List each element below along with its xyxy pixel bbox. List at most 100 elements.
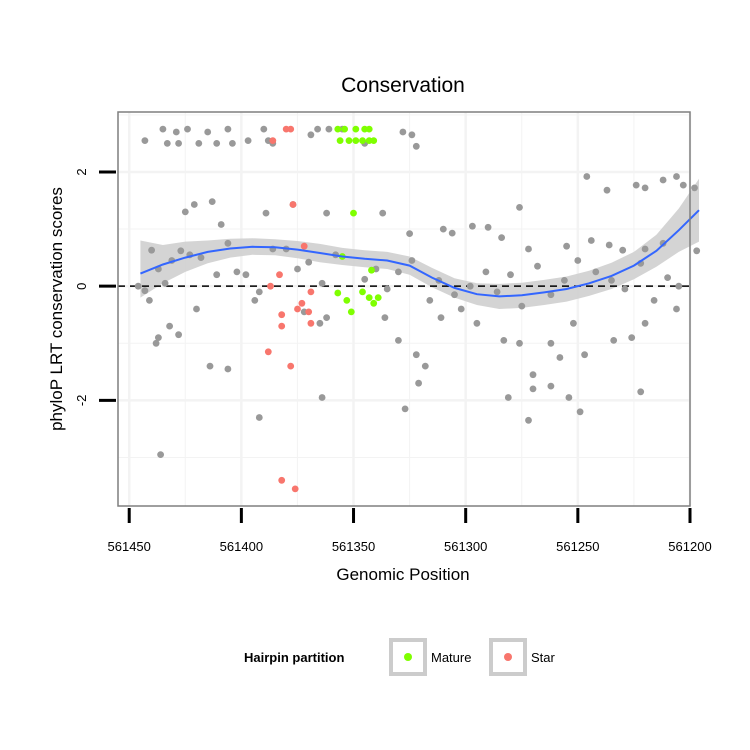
data-point-other: [565, 394, 573, 401]
data-point-other: [448, 229, 456, 237]
data-point-other: [213, 140, 221, 147]
data-point-other: [673, 305, 680, 313]
data-point-other: [361, 275, 369, 283]
data-point-other: [525, 245, 532, 253]
data-point-other: [197, 254, 205, 261]
data-point-other: [229, 140, 236, 147]
data-point-mature: [370, 137, 378, 145]
legend-marker-star: [504, 653, 512, 661]
data-point-star: [307, 319, 315, 327]
data-point-star: [287, 362, 295, 370]
data-point-other: [206, 362, 214, 370]
data-point-other: [473, 319, 481, 327]
x-tick-label: 561350: [332, 539, 375, 554]
data-point-other: [619, 246, 627, 254]
data-point-other: [451, 291, 458, 299]
legend-label-star: Star: [531, 650, 556, 665]
data-point-star: [264, 348, 272, 356]
data-point-star: [289, 201, 297, 208]
data-point-mature: [368, 266, 375, 274]
data-point-other: [484, 223, 492, 231]
data-point-other: [383, 285, 391, 293]
plot-border: [117, 111, 691, 507]
data-point-other: [587, 237, 595, 244]
data-point-other: [621, 285, 629, 293]
legend-key-box-star: [489, 638, 527, 676]
data-point-other: [641, 245, 649, 253]
y-tick-label: -2: [74, 395, 89, 407]
data-point-other: [177, 247, 185, 255]
data-point-other: [675, 282, 683, 290]
data-point-star: [307, 288, 315, 296]
data-point-other: [632, 181, 640, 189]
data-point-other: [482, 268, 490, 276]
data-point-other: [148, 246, 156, 254]
confidence-band-layer: [140, 178, 699, 309]
data-point-other: [529, 385, 537, 393]
data-point-other: [641, 184, 649, 192]
data-point-other: [242, 271, 250, 279]
data-point-star: [300, 242, 308, 250]
data-point-other: [141, 137, 149, 145]
data-point-other: [679, 181, 687, 189]
data-point-other: [412, 142, 420, 150]
data-point-mature: [347, 308, 355, 316]
chart-title: Conservation: [341, 74, 465, 97]
data-point-star: [276, 271, 283, 279]
data-point-star: [291, 485, 299, 493]
data-point-mature: [365, 125, 373, 133]
data-point-other: [166, 322, 174, 330]
data-point-mature: [359, 137, 366, 145]
plot-panel: [118, 112, 690, 506]
data-point-other: [583, 173, 591, 180]
data-point-other: [561, 277, 568, 284]
data-point-other: [224, 239, 232, 247]
x-axis-label: Genomic Position: [336, 565, 469, 584]
data-point-other: [581, 351, 588, 359]
x-axis: 561450 561400 561350 561300 561250 561200: [108, 508, 712, 554]
data-point-other: [193, 305, 200, 313]
data-point-other: [401, 405, 409, 413]
data-point-other: [659, 176, 667, 184]
data-point-other: [547, 382, 555, 390]
data-point-mature: [365, 294, 373, 301]
data-point-other: [157, 451, 165, 458]
data-point-other: [574, 257, 582, 264]
data-point-other: [381, 314, 389, 321]
data-point-mature: [341, 125, 348, 133]
data-point-other: [141, 287, 149, 295]
data-point-other: [507, 271, 514, 279]
data-point-other: [255, 288, 263, 296]
data-point-other: [673, 173, 680, 180]
data-point-other: [262, 209, 270, 217]
data-point-other: [195, 140, 203, 147]
data-point-mature: [374, 294, 382, 301]
data-point-mature: [370, 299, 378, 307]
data-point-other: [323, 209, 330, 217]
data-point-other: [466, 282, 474, 290]
data-point-mature: [350, 209, 357, 217]
data-point-other: [498, 234, 505, 242]
legend-marker-mature: [404, 653, 412, 661]
data-point-other: [563, 242, 570, 250]
data-point-other: [500, 337, 508, 344]
data-point-other: [316, 319, 324, 327]
legend-entry-star: Star: [489, 638, 556, 676]
data-point-mature: [334, 289, 342, 297]
data-point-other: [534, 262, 541, 270]
data-point-star: [278, 311, 286, 319]
data-point-other: [152, 339, 160, 347]
data-point-other: [628, 334, 636, 341]
data-point-other: [693, 247, 701, 255]
data-point-star: [269, 137, 277, 145]
x-tick-label: 561300: [444, 539, 487, 554]
data-point-other: [294, 265, 301, 273]
data-point-other: [408, 257, 416, 264]
data-point-mature: [334, 125, 342, 133]
data-point-other: [637, 388, 645, 396]
data-point-other: [244, 137, 252, 145]
data-point-other: [155, 334, 162, 341]
legend: Hairpin partition Mature Star: [244, 638, 556, 676]
data-point-other: [260, 125, 268, 133]
